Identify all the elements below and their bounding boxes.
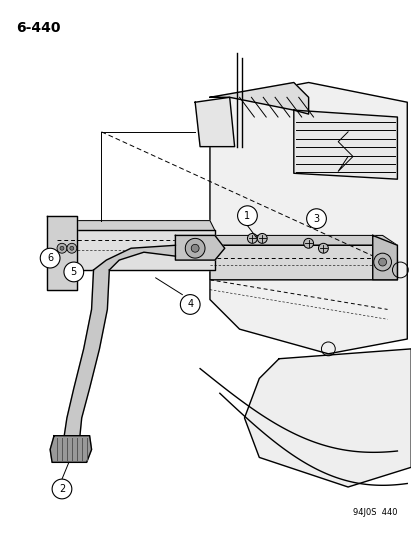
Text: 6: 6 bbox=[47, 253, 53, 263]
Circle shape bbox=[57, 244, 67, 253]
Circle shape bbox=[237, 206, 257, 225]
Polygon shape bbox=[195, 98, 234, 147]
Polygon shape bbox=[64, 270, 109, 438]
Polygon shape bbox=[50, 435, 91, 462]
Circle shape bbox=[306, 209, 325, 229]
Polygon shape bbox=[244, 349, 410, 487]
Polygon shape bbox=[47, 216, 76, 289]
Polygon shape bbox=[209, 236, 396, 245]
Polygon shape bbox=[57, 221, 214, 230]
Circle shape bbox=[185, 238, 204, 258]
Circle shape bbox=[257, 233, 266, 244]
Circle shape bbox=[247, 233, 257, 244]
Polygon shape bbox=[57, 230, 214, 270]
Circle shape bbox=[303, 238, 313, 248]
Circle shape bbox=[378, 258, 386, 266]
Circle shape bbox=[52, 479, 72, 499]
Circle shape bbox=[60, 246, 64, 250]
Circle shape bbox=[70, 246, 74, 250]
Circle shape bbox=[318, 244, 328, 253]
Text: 4: 4 bbox=[187, 300, 193, 310]
Polygon shape bbox=[209, 245, 396, 280]
Text: 6-440: 6-440 bbox=[17, 21, 61, 35]
Text: 2: 2 bbox=[59, 484, 65, 494]
Circle shape bbox=[373, 253, 391, 271]
Polygon shape bbox=[293, 110, 396, 179]
Polygon shape bbox=[175, 236, 224, 260]
Circle shape bbox=[191, 244, 199, 252]
Text: 5: 5 bbox=[71, 267, 77, 277]
Text: 1: 1 bbox=[244, 211, 250, 221]
Text: 94J0S  440: 94J0S 440 bbox=[352, 507, 396, 516]
Polygon shape bbox=[209, 83, 406, 354]
Polygon shape bbox=[209, 83, 308, 114]
Polygon shape bbox=[372, 236, 396, 280]
Circle shape bbox=[40, 248, 60, 268]
Polygon shape bbox=[93, 245, 175, 270]
Circle shape bbox=[67, 244, 76, 253]
Circle shape bbox=[180, 295, 199, 314]
Circle shape bbox=[64, 262, 83, 282]
Text: 3: 3 bbox=[313, 214, 319, 224]
